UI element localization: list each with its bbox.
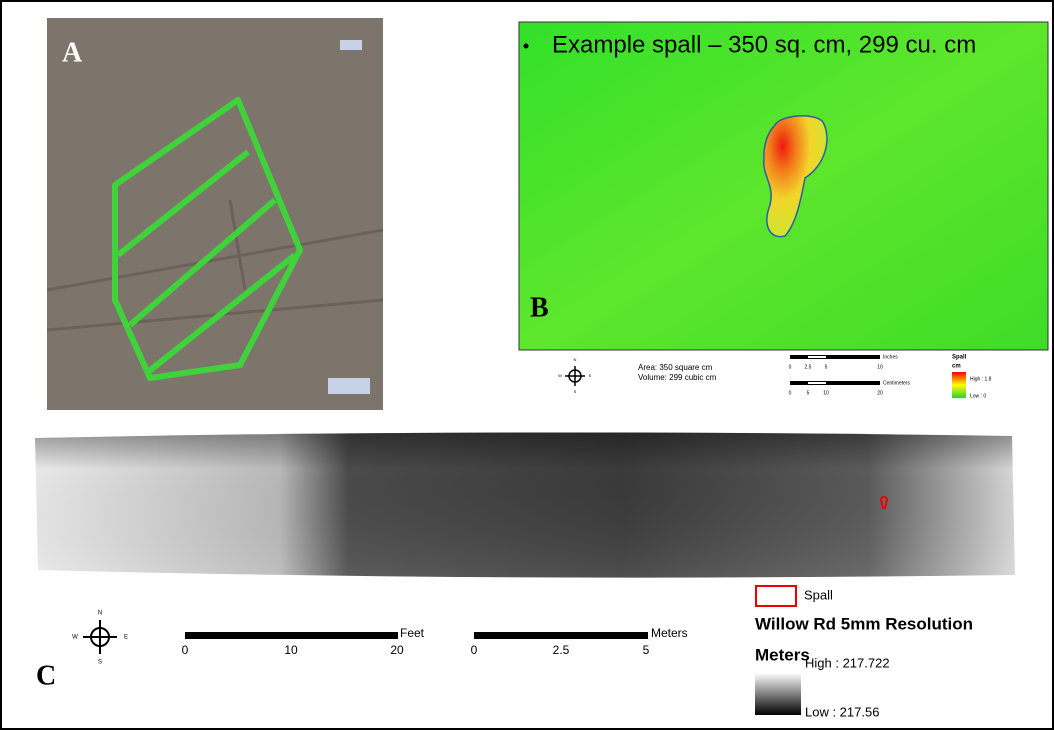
panel-label: B [530, 292, 549, 323]
legend-ramp [755, 673, 801, 715]
panel-title: Example spall – 350 sq. cm, 299 cu. cm [552, 31, 976, 58]
legend-label: Spall [804, 587, 833, 602]
scale-tick: 2.5 [553, 643, 570, 657]
scale-tick: 20 [390, 643, 404, 657]
compass-letter: N [98, 611, 102, 617]
legend-ramp [952, 372, 966, 398]
bullet [524, 44, 529, 49]
scale-tick: 0 [789, 390, 792, 396]
compass-cross [83, 620, 117, 654]
scale-tick: 0 [471, 643, 478, 657]
scale-tick: 5 [807, 390, 810, 396]
scale-unit: Feet [400, 626, 425, 640]
legend-low: Low : 0 [970, 393, 986, 399]
legend-title: Spall [952, 355, 967, 361]
scale-unit: Centimeters [883, 380, 910, 386]
area-text: Area: 350 square cm [638, 363, 713, 372]
compass-cross [565, 366, 585, 386]
compass-letter: S [98, 660, 102, 666]
compass-letter: E [589, 373, 592, 378]
scale-unit: Meters [651, 626, 688, 640]
scale-tick: 0 [789, 364, 792, 370]
compass-letter: N [574, 357, 577, 362]
panel-label: C [36, 660, 56, 691]
photo [47, 18, 383, 410]
legend-low: Low : 217.56 [805, 704, 879, 719]
compass-letter: E [124, 635, 128, 641]
legend-high: High : 217.722 [805, 655, 890, 670]
compass-letter: S [574, 389, 577, 394]
scale-tick: 0 [182, 643, 189, 657]
scale-tick: 5 [643, 643, 650, 657]
scale-bar [790, 381, 880, 385]
volume-text: Volume: 299 cubic cm [638, 373, 717, 382]
scale-unit: Inches [883, 354, 898, 360]
legend-unit: cm [952, 364, 961, 370]
compass-letter: W [72, 635, 78, 641]
photo-tag [328, 378, 370, 394]
road-dem-shade [35, 432, 1015, 577]
scale-tick: 10 [823, 390, 829, 396]
compass [83, 620, 117, 654]
scale-tick: 2.5 [805, 364, 812, 370]
compass-letter: W [558, 373, 562, 378]
scale-bar [185, 632, 398, 639]
compass [565, 366, 585, 386]
legend-unit: Meters [755, 645, 810, 664]
legend-swatch [756, 586, 796, 606]
photo-tag [340, 40, 362, 50]
legend-title: Willow Rd 5mm Resolution [755, 614, 973, 633]
legend-high: High : 1.8 [970, 376, 992, 382]
scale-bar [808, 382, 826, 384]
scale-bar [790, 355, 880, 359]
figure: A Example spall – 350 sq. cm, 299 cu. cm… [0, 0, 1054, 730]
scale-tick: 10 [877, 364, 883, 370]
panel-label: A [62, 37, 83, 68]
scale-tick: 5 [825, 364, 828, 370]
scale-tick: 20 [877, 390, 883, 396]
scale-bar [474, 632, 648, 639]
scale-tick: 10 [284, 643, 298, 657]
scale-bar [808, 356, 826, 358]
